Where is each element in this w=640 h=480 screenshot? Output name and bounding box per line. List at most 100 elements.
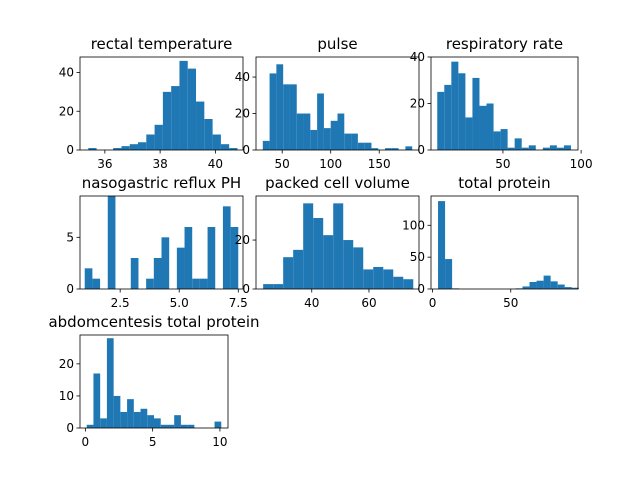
- histogram-bar: [405, 146, 413, 150]
- histogram-bar: [207, 227, 216, 289]
- subplot-title: packed cell volume: [265, 174, 410, 192]
- axes-frame: [430, 195, 579, 290]
- y-tick-label: 40: [59, 66, 74, 80]
- y-tick-label: 0: [66, 421, 74, 435]
- y-tick-label: 10: [59, 389, 74, 403]
- x-tick-label: 50: [275, 157, 290, 171]
- histogram-bar: [174, 415, 181, 428]
- subplot-title: pulse: [317, 35, 357, 53]
- histogram-bar: [214, 421, 222, 428]
- x-tick-label: 2.5: [111, 296, 130, 310]
- histogram-bar: [337, 113, 345, 150]
- y-tick-label: 20: [410, 97, 425, 111]
- histogram-bar: [507, 147, 515, 150]
- histogram-bar: [147, 415, 154, 428]
- histogram-bar: [313, 218, 324, 289]
- histogram-bar: [187, 424, 195, 428]
- histogram-bar: [514, 138, 522, 150]
- histogram-bar: [100, 418, 107, 428]
- subplot-5: 40 60 0 20 packed cell volume: [235, 174, 420, 310]
- axes-frame: [79, 56, 244, 151]
- histogram-bar: [184, 227, 193, 289]
- x-tick-label: 5: [149, 435, 157, 449]
- subplot-2: 50 100 150 0 20 40 pulse: [235, 35, 420, 171]
- histogram-bar: [154, 124, 163, 150]
- histogram-bar: [179, 60, 188, 150]
- x-tick-label: 36: [97, 157, 112, 171]
- subplot-title: abdomcentesis total protein: [48, 313, 259, 331]
- histogram-bar: [323, 128, 331, 150]
- histogram-bar: [317, 93, 324, 150]
- histogram-bar: [444, 84, 452, 150]
- histogram-bar: [333, 203, 344, 289]
- histogram-bar: [343, 240, 354, 289]
- histogram-bar: [556, 147, 564, 150]
- histogram-bar: [130, 258, 139, 289]
- histogram-bar: [86, 424, 94, 428]
- histogram-bar: [393, 276, 404, 289]
- axes-frame: [255, 195, 420, 290]
- x-tick-label: 100: [319, 157, 342, 171]
- y-tick-label: 0: [242, 282, 250, 296]
- y-tick-label: 40: [235, 70, 250, 84]
- histogram-bar: [127, 399, 134, 428]
- histogram-bar: [230, 227, 239, 289]
- histogram-bar: [269, 73, 277, 150]
- y-tick-label: 50: [410, 250, 425, 264]
- histogram-bar: [536, 280, 544, 289]
- histogram-bar: [138, 142, 147, 150]
- histogram-bar: [364, 142, 372, 150]
- y-tick-label: 5: [66, 230, 74, 244]
- histogram-bar: [373, 266, 384, 289]
- histogram-bar: [437, 91, 445, 150]
- histogram-bar: [563, 145, 571, 150]
- histogram-bar: [171, 86, 180, 150]
- histogram-bar: [222, 206, 231, 289]
- histogram-bar: [528, 145, 536, 150]
- histogram-bar: [263, 284, 274, 289]
- axes-frame: [255, 56, 420, 151]
- subplot-title: nasogastric reflux PH: [82, 174, 241, 192]
- subplot-title: respiratory rate: [446, 35, 563, 53]
- histogram-bar: [106, 338, 114, 428]
- x-tick-label: 0: [82, 435, 90, 449]
- histogram-bar: [542, 147, 550, 150]
- histogram-bar: [120, 411, 128, 428]
- histogram-bar: [458, 73, 466, 150]
- x-tick-label: 100: [570, 157, 593, 171]
- histogram-bar: [187, 68, 197, 150]
- histogram-bar: [121, 146, 130, 150]
- x-tick-label: 0: [429, 296, 437, 310]
- y-tick-label: 0: [66, 143, 74, 157]
- histogram-bar: [571, 287, 579, 289]
- histogram-bar: [229, 148, 238, 150]
- histogram-bar: [92, 278, 101, 289]
- histogram-bar: [479, 105, 487, 150]
- histogram-bar: [262, 140, 270, 150]
- x-tick-label: 40: [208, 157, 223, 171]
- x-tick-label: 60: [361, 296, 376, 310]
- histogram-bar: [133, 411, 141, 428]
- histogram-bar: [93, 373, 101, 428]
- x-tick-label: 150: [368, 157, 391, 171]
- subplot-7: 0 5 10 0 10 20 abdomcentesis total protein: [48, 313, 259, 449]
- histogram-bar: [549, 145, 557, 150]
- histogram-bar: [438, 201, 446, 289]
- y-tick-label: 0: [66, 282, 74, 296]
- subplot-6: 0 50 0 50 100 total protein: [402, 174, 579, 310]
- histogram-bar: [357, 142, 365, 150]
- histogram-bar: [199, 278, 208, 289]
- histogram-bar: [383, 269, 394, 289]
- y-tick-label: 20: [235, 233, 250, 247]
- histogram-bar: [283, 257, 294, 289]
- histogram-bar: [276, 64, 284, 150]
- histogram-bar: [500, 129, 508, 150]
- histogram-bar: [529, 281, 537, 289]
- histogram-bar: [522, 286, 530, 289]
- subplot-3: 50 100 0 20 40 respiratory rate: [410, 35, 593, 171]
- histogram-bar: [84, 268, 93, 289]
- subplot-title: total protein: [458, 174, 550, 192]
- histogram-bar: [385, 148, 392, 150]
